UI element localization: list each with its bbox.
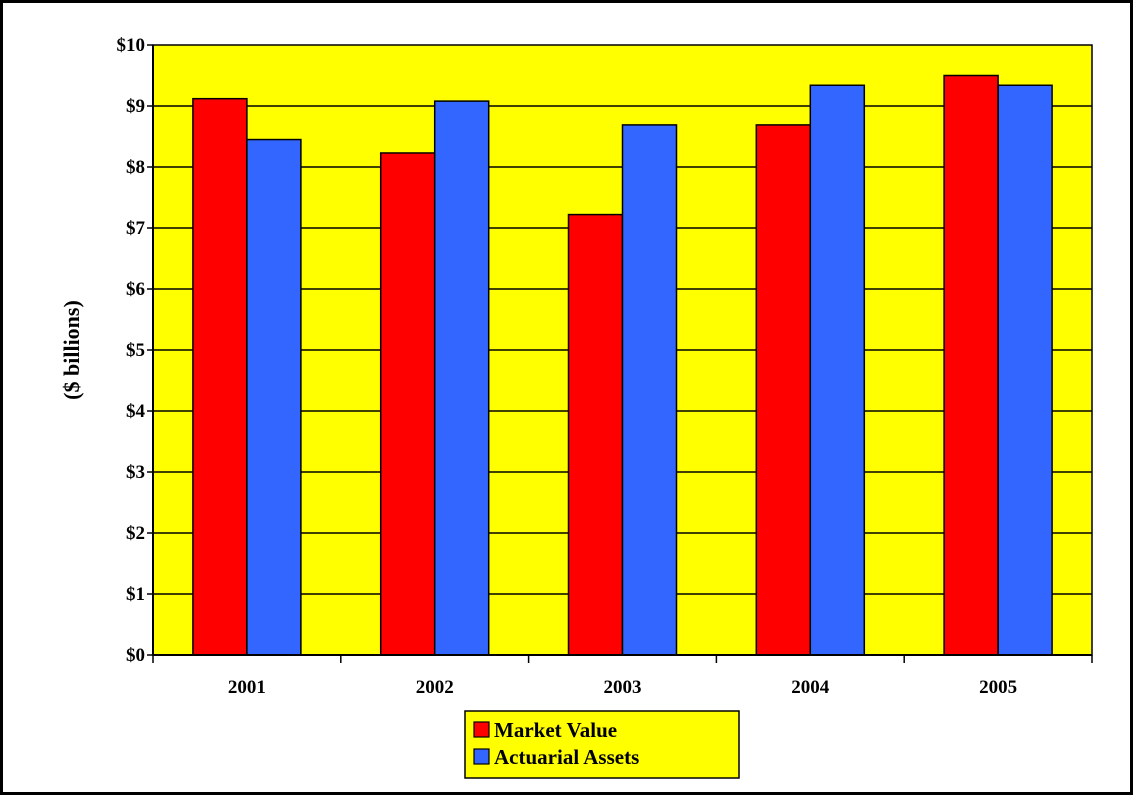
y-tick-label: $1 <box>126 584 145 605</box>
y-tick-labels: $0 $1 $2 $3 $4 $5 $6 $7 $8 $9 $10 <box>117 35 146 666</box>
y-tick-label: $2 <box>126 523 145 544</box>
y-tick-label: $10 <box>117 35 146 56</box>
x-tick-label: 2004 <box>791 677 830 698</box>
bar-market-value-2004 <box>755 124 812 656</box>
legend: Market Value Actuarial Assets <box>464 710 740 779</box>
y-tick-label: $5 <box>126 340 145 361</box>
bars <box>192 74 1053 656</box>
bar-actuarial-assets-2005 <box>997 84 1053 656</box>
y-tick-label: $8 <box>126 157 145 178</box>
bar-market-value-2003 <box>567 213 624 656</box>
legend-swatch <box>473 721 490 738</box>
legend-label: Actuarial Assets <box>494 745 639 769</box>
bar-actuarial-assets-2003 <box>621 124 678 656</box>
axes <box>152 45 1093 663</box>
y-tick-label: $3 <box>126 462 145 483</box>
y-tick-label: $9 <box>126 96 145 117</box>
x-tick-label: 2005 <box>979 677 1017 698</box>
bar-chart: $0 $1 $2 $3 $4 $5 $6 $7 $8 $9 $10 2001 2002 2003 2004… <box>59 35 1093 779</box>
bar-market-value-2002 <box>379 152 436 656</box>
x-tick-label: 2001 <box>228 677 266 698</box>
legend-box <box>464 710 740 779</box>
bar-actuarial-assets-2004 <box>809 84 866 656</box>
bar-actuarial-assets-2002 <box>433 100 490 656</box>
bar-market-value-2001 <box>192 97 248 656</box>
bar-market-value-2005 <box>943 74 999 656</box>
y-axis-title: ($ billions) <box>59 300 84 400</box>
x-tick-labels: 2001 2002 2003 2004 2005 <box>228 677 1017 698</box>
y-tick-label: $6 <box>126 279 145 300</box>
bar-actuarial-assets-2001 <box>246 138 302 656</box>
y-tick-label: $4 <box>126 401 146 422</box>
legend-label: Market Value <box>494 718 617 742</box>
x-tick-label: 2002 <box>416 677 454 698</box>
y-tick-label: $7 <box>126 218 146 239</box>
legend-swatch <box>473 748 490 765</box>
x-tick-label: 2003 <box>604 677 642 698</box>
y-tick-label: $0 <box>126 645 145 666</box>
